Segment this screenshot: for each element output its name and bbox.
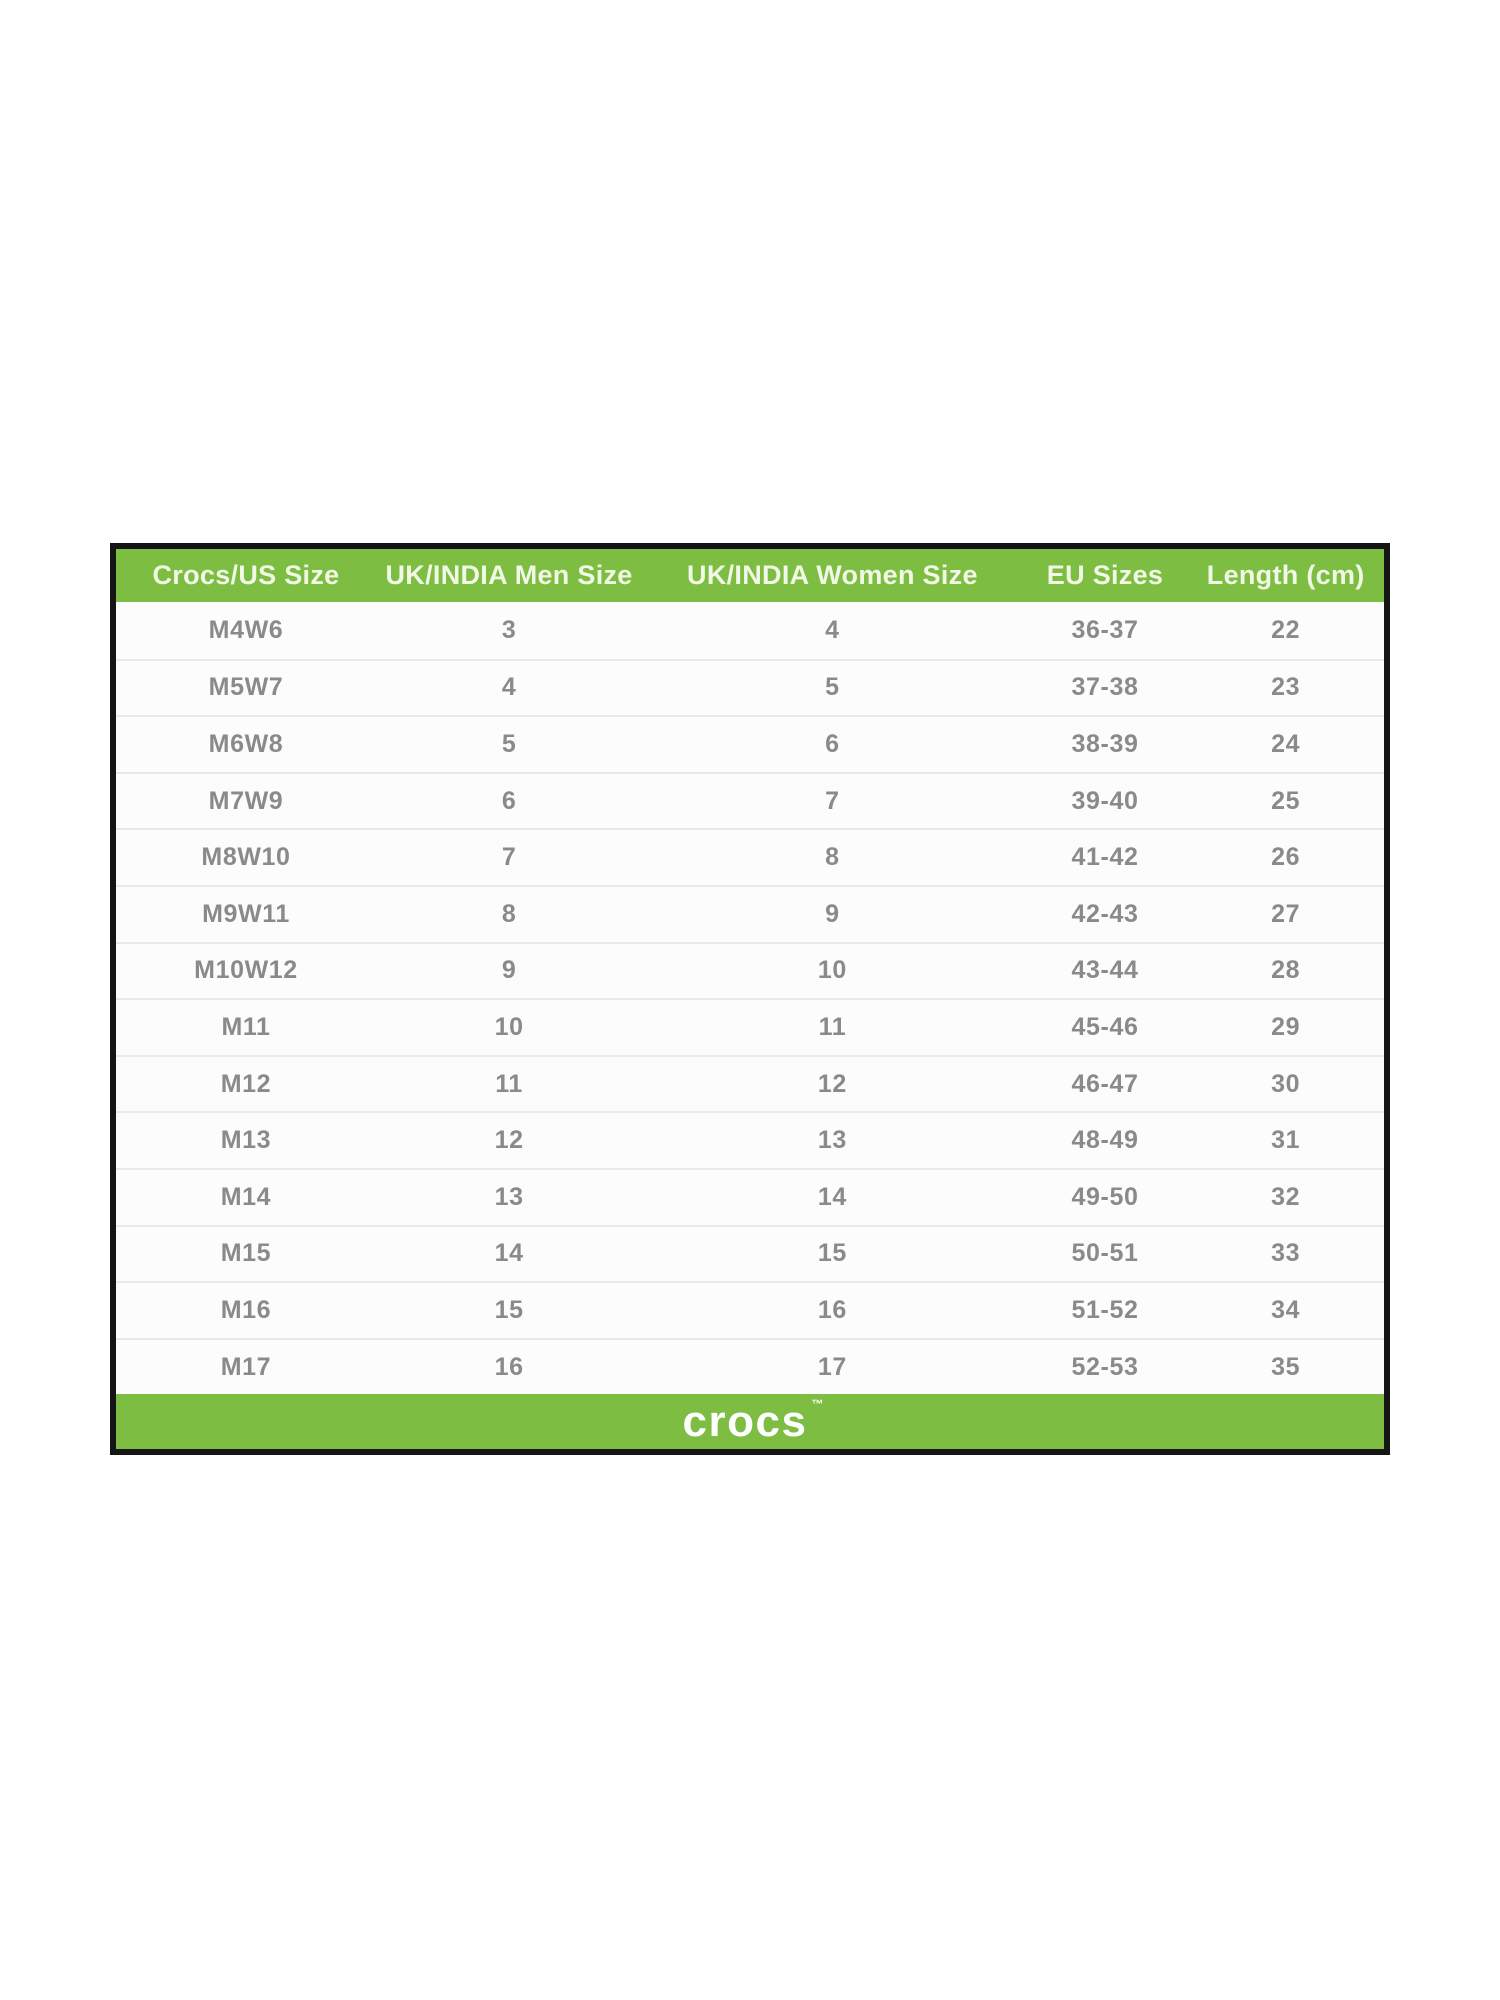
table-cell: 38-39 [1071,729,1139,758]
table-cell: M9W11 [202,899,290,928]
table-cell: 48-49 [1071,1126,1139,1155]
table-cell: 14 [494,1239,524,1268]
table-row: M13 12 13 48-49 31 [116,1111,1384,1168]
table-cell: 9 [501,956,517,985]
table-cell: 33 [1271,1239,1301,1268]
table-cell: 41-42 [1071,843,1139,872]
trademark-symbol: ™ [811,1396,824,1411]
table-cell: 11 [495,1069,523,1098]
table-cell: M11 [221,1012,271,1041]
table-cell: 9 [825,899,840,928]
table-cell: M14 [220,1182,272,1211]
table-cell: 29 [1271,1012,1301,1041]
table-cell: M5W7 [208,673,284,702]
table-row: M17 16 17 52-53 35 [116,1337,1384,1395]
table-row: M6W8 5 6 38-39 24 [116,715,1384,772]
table-row: M16 15 16 51-52 34 [116,1281,1384,1338]
table-cell: 7 [501,843,517,872]
table-cell: M16 [220,1295,272,1324]
table-cell: M6W8 [208,729,284,758]
table-cell: 26 [1271,843,1301,872]
table-cell: 8 [501,899,517,928]
table-cell: 16 [817,1295,847,1324]
brand-footer: crocs ™ [116,1394,1384,1450]
table-cell: M15 [220,1239,272,1268]
header-crocs-us-size: Crocs/US Size [152,560,340,590]
table-cell: 39-40 [1071,786,1139,815]
table-cell: 42-43 [1071,899,1139,928]
table-cell: 15 [817,1239,847,1268]
table-cell: 34 [1271,1295,1301,1324]
table-row: M11 10 11 45-46 29 [116,998,1384,1055]
table-row: M5W7 4 5 37-38 23 [116,658,1384,716]
table-header-row: Crocs/US Size UK/INDIA Men Size UK/INDIA… [116,549,1384,602]
table-cell: 35 [1271,1352,1301,1381]
table-cell: 52-53 [1071,1352,1139,1381]
table-cell: M4W6 [208,615,284,644]
table-cell: 36-37 [1071,615,1139,644]
table-cell: 51-52 [1071,1295,1139,1324]
table-cell: 27 [1271,899,1301,928]
table-cell: 46-47 [1071,1069,1139,1098]
table-cell: M10W12 [194,956,298,985]
table-cell: 4 [825,615,840,644]
table-cell: 12 [494,1126,524,1155]
table-cell: 24 [1271,729,1301,758]
table-cell: 16 [494,1352,524,1381]
table-cell: 32 [1271,1182,1301,1211]
table-row: M4W6 3 4 36-37 22 [116,602,1384,659]
table-row: M8W10 7 8 41-42 26 [116,828,1384,885]
header-uk-india-women-size: UK/INDIA Women Size [687,560,978,590]
table-row: M14 13 14 49-50 32 [116,1167,1384,1225]
table-cell: 15 [494,1295,524,1324]
table-cell: 13 [494,1182,524,1211]
table-cell: 14 [817,1182,847,1211]
table-row: M15 14 15 50-51 33 [116,1224,1384,1282]
header-length-cm: Length (cm) [1206,560,1365,590]
table-cell: 13 [817,1126,847,1155]
size-chart-table: Crocs/US Size UK/INDIA Men Size UK/INDIA… [110,543,1390,1456]
table-cell: M17 [220,1352,272,1381]
table-cell: M13 [220,1126,272,1155]
table-cell: 23 [1271,673,1301,702]
header-eu-sizes: EU Sizes [1046,560,1164,590]
table-cell: 10 [817,956,847,985]
table-cell: 6 [825,729,840,758]
header-uk-india-men-size: UK/INDIA Men Size [385,560,633,590]
table-cell: M12 [220,1069,272,1098]
table-cell: 30 [1271,1069,1301,1098]
table-cell: 4 [501,673,517,702]
table-cell: 17 [817,1352,847,1381]
table-cell: M8W10 [201,843,291,872]
table-row: M9W11 8 9 42-43 27 [116,884,1384,942]
table-cell: 31 [1271,1126,1301,1155]
table-row: M7W9 6 7 39-40 25 [116,771,1384,829]
crocs-logo: crocs ™ [682,1396,824,1446]
table-cell: 6 [501,786,517,815]
table-row: M10W12 9 10 43-44 28 [116,941,1384,999]
table-cell: 3 [501,615,517,644]
table-cell: 22 [1271,615,1301,644]
table-cell: 49-50 [1071,1182,1139,1211]
table-cell: 7 [825,786,840,815]
table-cell: 5 [501,729,517,758]
table-cell: 11 [818,1012,847,1041]
table-cell: 37-38 [1071,673,1139,702]
table-cell: 5 [825,673,840,702]
table-row: M12 11 12 46-47 30 [116,1054,1384,1112]
table-cell: 28 [1271,956,1301,985]
table-cell: 10 [494,1012,524,1041]
table-body: M4W6 3 4 36-37 22 M5W7 4 5 37-38 23 M6W8 5 6 38-39 24 M… [116,602,1384,1395]
table-cell: M7W9 [208,786,284,815]
crocs-logo-text: crocs [682,1396,808,1446]
table-cell: 50-51 [1071,1239,1139,1268]
table-cell: 12 [817,1069,847,1098]
table-cell: 45-46 [1071,1012,1139,1041]
table-cell: 8 [825,843,840,872]
table-cell: 25 [1271,786,1301,815]
table-cell: 43-44 [1071,956,1139,985]
